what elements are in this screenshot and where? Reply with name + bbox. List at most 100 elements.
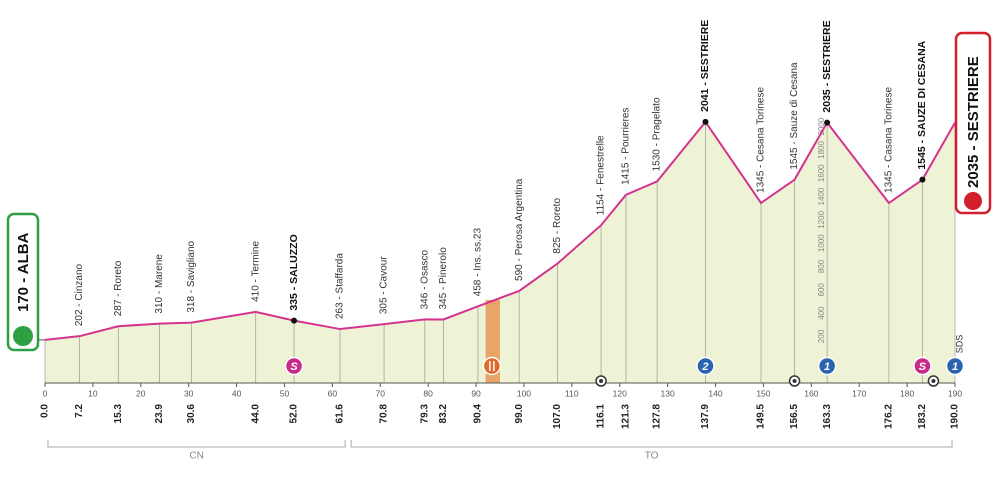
waypoint-label: 335 - SALUZZO	[288, 234, 300, 310]
waypoint-label: 1345 - Casana Torinese	[884, 87, 895, 193]
km-label: 156.5	[789, 404, 800, 429]
km-label: 176.2	[884, 404, 895, 429]
marker-label: 1	[952, 361, 958, 373]
waypoint-label: 1530 - Pragelato	[652, 97, 663, 171]
x-tick-label: 80	[423, 388, 433, 398]
x-tick-label: 120	[613, 388, 627, 398]
start-box	[6, 212, 40, 352]
tunnel-icon-core	[792, 379, 797, 383]
y-tick-label: 1000	[817, 234, 826, 252]
x-tick-label: 30	[184, 388, 194, 398]
waypoint-label: 2035 - SESTRIERE	[821, 20, 833, 112]
x-tick-label: 10	[88, 388, 98, 398]
start-label: 170 - ALBA	[15, 232, 32, 312]
km-label: 137.9	[700, 404, 711, 429]
region-bracket	[47, 440, 346, 448]
tunnel-icon-core	[931, 379, 936, 383]
km-label: 7.2	[74, 404, 85, 418]
waypoint-label: 2041 - SESTRIERE	[699, 20, 711, 112]
x-tick-label: 0	[43, 388, 48, 398]
y-tick-label: 1200	[817, 210, 826, 228]
waypoint-label: 410 - Termine	[250, 241, 261, 302]
x-tick-label: 180	[900, 388, 914, 398]
marker-label: 2	[701, 361, 708, 373]
marker-sprint	[284, 356, 304, 376]
x-tick-label: 150	[756, 388, 770, 398]
waypoint-label: 305 - Cavour	[379, 256, 390, 314]
x-tick-label: 90	[471, 388, 481, 398]
brand: SDS	[954, 335, 964, 354]
x-tick-label: 50	[280, 388, 290, 398]
y-tick-label: 2000	[817, 117, 826, 135]
waypoint-dot	[824, 119, 831, 126]
profile-line	[44, 120, 956, 341]
region-label: CN	[189, 451, 203, 462]
x-tick-label: 110	[565, 388, 579, 398]
start-icon	[13, 326, 33, 346]
x-tick-label: 170	[852, 388, 866, 398]
waypoint-label: 1345 - Cesana Torinese	[756, 87, 767, 193]
km-label: 190.0	[950, 404, 961, 429]
y-tick-label: 800	[817, 259, 826, 273]
profile-area	[45, 121, 955, 383]
km-label: 23.9	[154, 404, 165, 424]
km-label: 107.0	[552, 404, 563, 429]
marker-label: S	[919, 361, 927, 373]
waypoint-label: 825 - Roreto	[552, 198, 563, 254]
km-label: 52.0	[289, 404, 300, 424]
x-tick-label: 190	[948, 388, 962, 398]
km-label: 44.0	[250, 404, 261, 424]
km-label: 183.2	[917, 404, 928, 429]
marker-climb	[945, 356, 965, 376]
marker-label: S	[290, 361, 298, 373]
x-tick-label: 130	[661, 388, 675, 398]
waypoint-label: 287 - Roreto	[113, 260, 124, 316]
tunnel-icon-core	[599, 379, 604, 383]
km-label: 83.2	[438, 404, 449, 424]
waypoint-label: 1415 - Pourrieres	[621, 108, 632, 185]
y-tick-label: 1600	[817, 164, 826, 182]
km-label: 121.3	[621, 404, 632, 429]
km-label: 61.6	[335, 404, 346, 424]
waypoint-dot	[702, 118, 709, 125]
y-tick-label: 1800	[817, 141, 826, 159]
marker-sprint	[913, 356, 932, 376]
x-tick-label: 20	[136, 388, 146, 398]
marker-feed	[482, 356, 502, 376]
x-tick-label: 140	[708, 388, 722, 398]
waypoint-dot	[291, 317, 298, 324]
km-label: 127.8	[652, 404, 663, 429]
waypoint-label: 1545 - Sauze di Cesana	[789, 62, 800, 170]
region-bracket	[350, 440, 953, 448]
region-label: TO	[645, 451, 659, 462]
finish-icon	[964, 192, 982, 210]
x-tick-label: 60	[328, 388, 338, 398]
finish-label: 2035 - SESTRIERE	[965, 56, 982, 188]
waypoint-label: 263 - Staffarda	[335, 253, 346, 319]
x-tick-label: 70	[376, 388, 386, 398]
km-label: 163.3	[822, 404, 833, 429]
y-tick-label: 1400	[817, 187, 826, 205]
waypoint-label: 590 - Perosa Argentina	[514, 178, 525, 281]
waypoint-label: 346 - Osasco	[419, 249, 430, 309]
x-tick-label: 160	[804, 388, 818, 398]
km-label: 116.1	[596, 404, 607, 429]
waypoint-label: 310 - Marene	[154, 254, 165, 314]
x-tick-label: 40	[232, 388, 242, 398]
waypoint-label: 318 - Savigliano	[186, 240, 197, 312]
km-label: 149.5	[756, 404, 767, 429]
y-tick-label: 600	[817, 283, 826, 297]
km-label: 90.4	[473, 404, 484, 424]
km-label: 79.3	[419, 404, 430, 424]
y-tick-label: 400	[817, 306, 826, 320]
km-label: 0.0	[40, 404, 51, 418]
km-label: 70.8	[379, 404, 390, 424]
km-label: 30.6	[186, 404, 197, 424]
marker-label: 1	[824, 361, 830, 373]
y-tick-label: 200	[817, 329, 826, 343]
waypoint-label: 202 - Cinzano	[74, 263, 85, 326]
km-label: 15.3	[113, 404, 124, 424]
finish-box	[954, 31, 992, 215]
waypoint-label: 1154 - Fenestrelle	[596, 135, 607, 215]
